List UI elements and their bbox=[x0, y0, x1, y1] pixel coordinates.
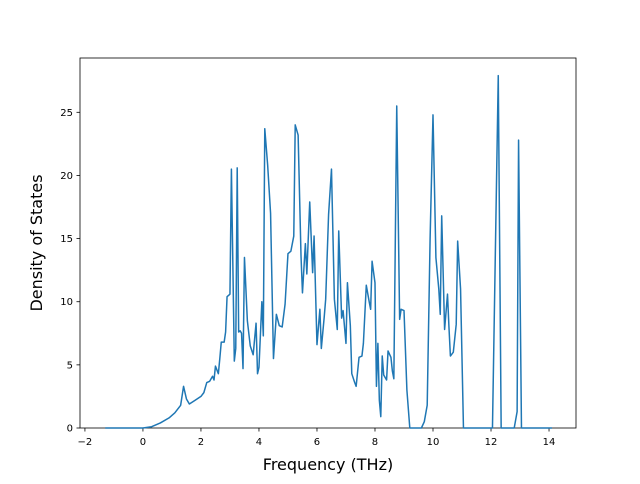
x-tick-label: 6 bbox=[314, 437, 320, 448]
y-tick-label: 25 bbox=[60, 108, 73, 119]
y-tick-label: 0 bbox=[67, 424, 73, 435]
x-tick-label: 4 bbox=[256, 437, 262, 448]
plot-frame bbox=[79, 57, 577, 429]
line-series bbox=[105, 74, 552, 429]
x-tick-label: 2 bbox=[198, 437, 204, 448]
x-axis-label: Frequency (THz) bbox=[263, 455, 393, 474]
x-tick-label: 14 bbox=[543, 437, 556, 448]
y-tick-label: 20 bbox=[60, 171, 73, 182]
y-axis-label: Density of States bbox=[27, 174, 46, 311]
x-tick-label: 8 bbox=[372, 437, 378, 448]
y-tick-label: 15 bbox=[60, 234, 73, 245]
y-tick-label: 10 bbox=[60, 297, 73, 308]
y-tick-label: 5 bbox=[67, 360, 73, 371]
x-tick-label: 0 bbox=[140, 437, 146, 448]
x-tick-label: −2 bbox=[78, 437, 93, 448]
x-tick-label: 12 bbox=[485, 437, 498, 448]
x-tick-label: 10 bbox=[427, 437, 440, 448]
